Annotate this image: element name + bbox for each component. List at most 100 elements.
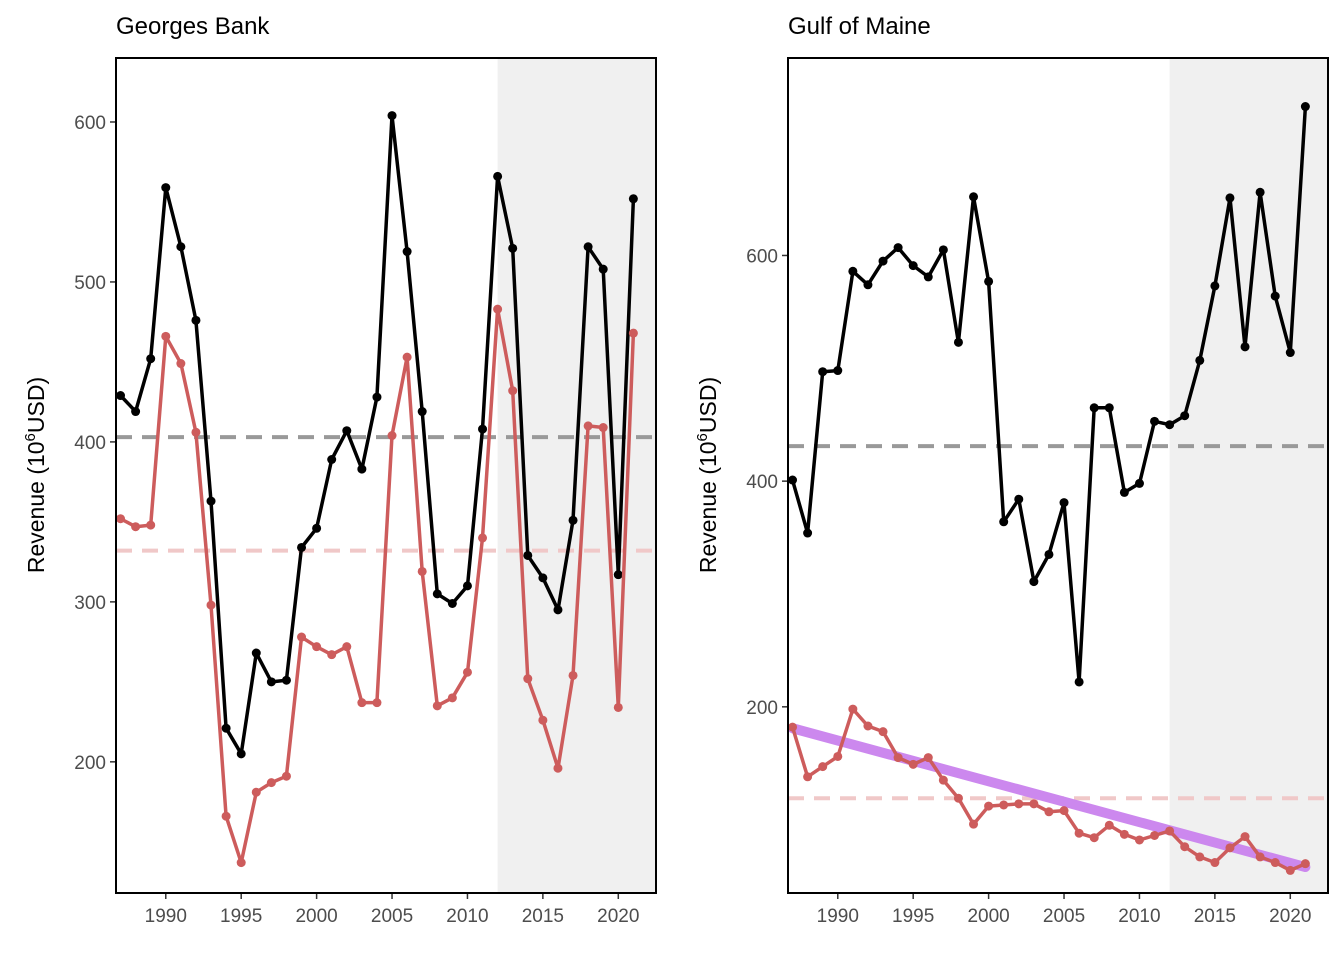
series2-point xyxy=(1210,858,1220,868)
x-tick-label: 2000 xyxy=(967,906,1009,927)
series2-point xyxy=(493,304,503,314)
series2-point xyxy=(342,642,352,652)
series2-point xyxy=(462,667,472,677)
series2-point xyxy=(583,421,593,431)
total-point xyxy=(1074,677,1084,687)
series2-point xyxy=(923,753,933,763)
total-point xyxy=(266,677,276,687)
total-point xyxy=(1255,187,1265,197)
shaded-region xyxy=(1169,58,1328,893)
total-point xyxy=(999,517,1009,527)
panel-border xyxy=(787,57,1329,894)
total-point xyxy=(523,550,533,560)
series2-point xyxy=(523,674,533,684)
georges-bank-title: Georges Bank xyxy=(116,13,270,40)
series2-point xyxy=(1059,806,1069,816)
gulf-of-maine-y-axis-label: Revenue (106USD) xyxy=(694,377,721,573)
series2-point xyxy=(131,522,141,532)
series2-point xyxy=(281,771,291,781)
total-point xyxy=(206,496,216,506)
total-point xyxy=(372,392,382,402)
total-point xyxy=(613,570,623,580)
total-point xyxy=(508,243,518,253)
series2-point xyxy=(1225,843,1235,853)
y-tick-label: 200 xyxy=(74,753,106,774)
series2-point xyxy=(1089,833,1099,843)
x-tick-label: 2020 xyxy=(597,906,639,927)
total-point xyxy=(357,464,367,474)
x-tick-label: 1995 xyxy=(892,906,934,927)
y-label-exponent: 6 xyxy=(22,433,39,441)
total-point xyxy=(818,367,828,377)
x-tick-label: 2000 xyxy=(295,906,337,927)
total-point xyxy=(863,280,873,290)
total-point xyxy=(893,243,903,253)
series2-point xyxy=(236,858,246,868)
total-point xyxy=(417,407,427,417)
x-tick-label: 1990 xyxy=(145,906,187,927)
total-point xyxy=(1225,193,1235,203)
y-tick-label: 300 xyxy=(74,593,106,614)
total-point xyxy=(984,276,994,286)
series2-point xyxy=(848,704,858,714)
y-tick-label: 200 xyxy=(746,698,778,719)
total-point xyxy=(1029,577,1039,587)
total-point xyxy=(447,598,457,608)
x-tick-label: 2010 xyxy=(1118,906,1160,927)
y-label-unit: USD) xyxy=(695,377,721,433)
y-tick-label: 500 xyxy=(74,273,106,294)
series2-point xyxy=(116,514,126,524)
total-point xyxy=(583,242,593,252)
series2-point xyxy=(613,702,623,712)
total-point xyxy=(131,407,141,417)
total-point xyxy=(312,523,322,533)
series2-point xyxy=(1195,852,1205,862)
x-tick-label: 2020 xyxy=(1269,906,1311,927)
series2-point xyxy=(1134,835,1144,845)
series2-point xyxy=(803,772,813,782)
total-point xyxy=(327,455,337,465)
series2-point xyxy=(206,600,216,610)
series2-point xyxy=(176,359,186,369)
series2-point xyxy=(1014,799,1024,809)
series2-point xyxy=(447,693,457,703)
total-point xyxy=(281,675,291,685)
total-point xyxy=(833,366,843,376)
series2-point xyxy=(553,763,563,773)
total-point xyxy=(878,256,888,266)
x-tick-label: 2015 xyxy=(522,906,564,927)
series2-point xyxy=(161,331,171,341)
total-point xyxy=(462,581,472,591)
total-point xyxy=(478,424,488,434)
total-point xyxy=(387,111,397,121)
series2-point xyxy=(999,800,1009,810)
y-label-base: Revenue (10 xyxy=(23,441,49,573)
series2-point xyxy=(538,715,548,725)
total-point xyxy=(297,542,307,552)
total-point xyxy=(1300,102,1310,112)
total-point xyxy=(568,515,578,525)
gulf-of-maine-title: Gulf of Maine xyxy=(788,13,931,40)
series2-point xyxy=(628,328,638,338)
series2-point xyxy=(417,566,427,576)
georges-bank-panel: Georges Bank Revenue (106USD) 200 300 400 5… xyxy=(22,13,657,927)
total-point xyxy=(1150,416,1160,426)
total-point xyxy=(116,391,126,401)
series2-point xyxy=(1029,799,1039,809)
total-point xyxy=(908,261,918,271)
y-tick-label: 400 xyxy=(746,472,778,493)
georges-bank-y-axis-label: Revenue (106USD) xyxy=(22,377,49,573)
series2-point xyxy=(478,533,488,543)
total-point xyxy=(251,648,261,658)
series2-point xyxy=(788,722,798,732)
total-point xyxy=(1210,281,1220,291)
y-tick-label: 400 xyxy=(74,433,106,454)
series2-point xyxy=(432,701,442,711)
panel-border xyxy=(115,57,657,894)
series2-point xyxy=(878,727,888,737)
series2-point xyxy=(893,753,903,763)
total-point xyxy=(628,194,638,204)
series2-point xyxy=(191,427,201,437)
total-point xyxy=(938,245,948,255)
